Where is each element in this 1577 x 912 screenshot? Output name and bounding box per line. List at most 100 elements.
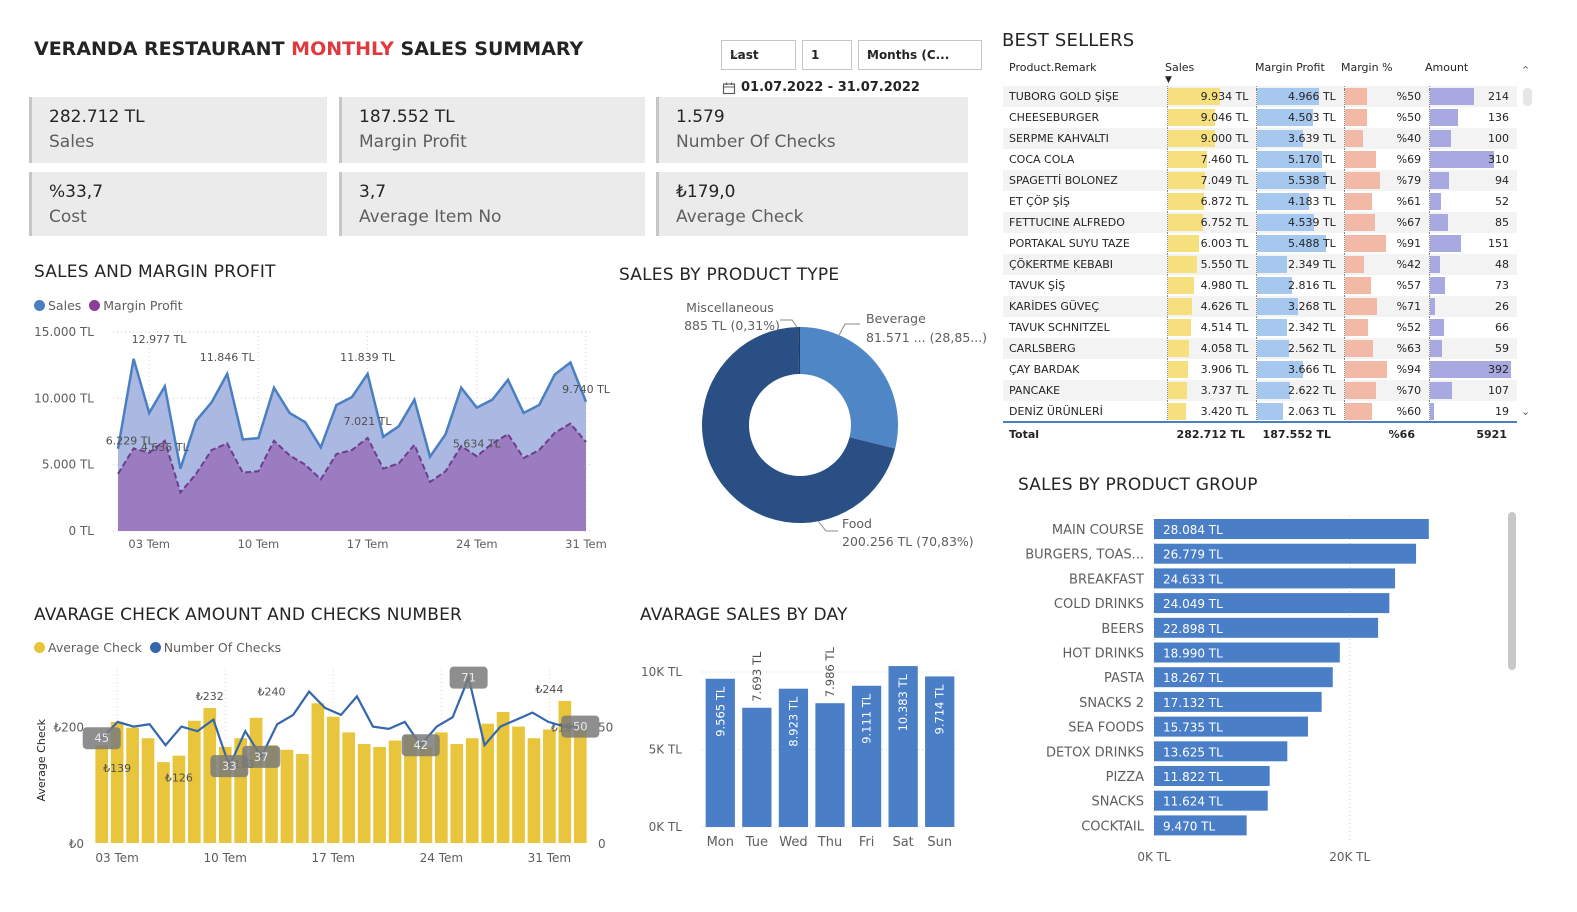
- bar[interactable]: [419, 746, 433, 843]
- chevron-down-icon: ⌵: [730, 46, 740, 60]
- legend-dot-icon: [34, 642, 45, 653]
- bar[interactable]: [172, 755, 186, 843]
- category-label: COCKTAIL: [1081, 819, 1145, 834]
- table-row[interactable]: COCA COLA 7.460 TL 5.170 TL %69 310: [1003, 149, 1517, 170]
- table-row[interactable]: SPAGETTİ BOLONEZ 7.049 TL 5.538 TL %79 94: [1003, 170, 1517, 191]
- bar[interactable]: [742, 707, 772, 827]
- bar[interactable]: [1154, 766, 1270, 786]
- data-bar: [1430, 361, 1511, 378]
- bar[interactable]: [388, 740, 402, 843]
- bar[interactable]: [925, 676, 955, 827]
- column-header[interactable]: Product.Remark: [1009, 61, 1097, 74]
- bar[interactable]: [1154, 519, 1429, 539]
- table-row[interactable]: TUBORG GOLD ŞİŞE 9.934 TL 4.966 TL %50 214: [1003, 86, 1517, 107]
- donut-slice[interactable]: [702, 327, 896, 523]
- period-unit-dropdown[interactable]: Months (C... ⌵: [858, 40, 982, 70]
- donut-slice[interactable]: [800, 327, 898, 449]
- bar[interactable]: [450, 744, 464, 843]
- bar[interactable]: [1154, 617, 1379, 638]
- bar[interactable]: [265, 745, 278, 843]
- column-header[interactable]: Margin %: [1341, 61, 1393, 74]
- bar[interactable]: [1154, 593, 1390, 614]
- table-row[interactable]: TAVUK SCHNITZEL 4.514 TL 2.342 TL %52 66: [1003, 317, 1517, 338]
- product-name: TUBORG GOLD ŞİŞE: [1009, 90, 1119, 103]
- table-row[interactable]: SERPME KAHVALTI 9.000 TL 3.639 TL %40 100: [1003, 128, 1517, 149]
- table-row[interactable]: ÇAY BARDAK 3.906 TL 3.666 TL %94 392: [1003, 359, 1517, 380]
- bar[interactable]: [326, 716, 340, 843]
- bar[interactable]: [280, 749, 294, 843]
- table-row[interactable]: ET ÇÖP ŞİŞ 6.872 TL 4.183 TL %61 52: [1003, 191, 1517, 212]
- data-label: 17.132 TL: [1163, 696, 1223, 710]
- bar[interactable]: [141, 738, 155, 843]
- table-scrollbar[interactable]: [1523, 88, 1532, 106]
- donut-slice[interactable]: [798, 327, 800, 375]
- bar[interactable]: [512, 726, 525, 843]
- x-tick-label: 24 Tem: [456, 537, 498, 551]
- bar[interactable]: [573, 729, 587, 843]
- scroll-down-icon[interactable]: ⌄: [1521, 405, 1531, 418]
- bar[interactable]: [1154, 568, 1396, 589]
- data-bar: [1344, 298, 1377, 315]
- bar[interactable]: [1154, 543, 1417, 564]
- bar[interactable]: [527, 738, 541, 843]
- bar[interactable]: [1154, 642, 1340, 663]
- data-bar: [1168, 88, 1220, 105]
- data-label: 9.714 TL: [933, 684, 947, 735]
- period-type-dropdown[interactable]: Last ⌵: [721, 40, 796, 70]
- sort-desc-icon: ▼: [1165, 75, 1172, 85]
- data-bar: [1430, 151, 1494, 168]
- table-row[interactable]: ÇÖKERTME KEBABI 5.550 TL 2.349 TL %42 48: [1003, 254, 1517, 275]
- bar[interactable]: [342, 732, 356, 843]
- bar[interactable]: [435, 732, 448, 843]
- bar[interactable]: [705, 678, 735, 827]
- bar[interactable]: [157, 762, 170, 843]
- cell-value: %57: [1396, 279, 1422, 292]
- bar[interactable]: [126, 727, 139, 843]
- table-row[interactable]: CHEESEBURGER 9.046 TL 4.503 TL %50 136: [1003, 107, 1517, 128]
- table-row[interactable]: DENİZ ÜRÜNLERİ 3.420 TL 2.063 TL %60 19: [1003, 401, 1517, 422]
- table-row[interactable]: TAVUK ŞİŞ 4.980 TL 2.816 TL %57 73: [1003, 275, 1517, 296]
- bar[interactable]: [851, 685, 882, 827]
- bar[interactable]: [778, 688, 809, 827]
- bar[interactable]: [1154, 741, 1288, 762]
- bar[interactable]: [481, 723, 494, 843]
- bar[interactable]: [203, 707, 217, 843]
- bar[interactable]: [1154, 691, 1322, 712]
- bar[interactable]: [888, 666, 918, 827]
- bar[interactable]: [95, 745, 109, 843]
- bar[interactable]: [1154, 667, 1333, 688]
- period-count-input[interactable]: 1: [802, 40, 852, 70]
- table-row[interactable]: CARLSBERG 4.058 TL 2.562 TL %63 59: [1003, 338, 1517, 359]
- total-label: Total: [1009, 428, 1040, 441]
- bar[interactable]: [1154, 815, 1247, 836]
- bar[interactable]: [465, 738, 479, 843]
- scroll-up-icon[interactable]: ⌃: [1521, 64, 1531, 77]
- bar[interactable]: [815, 703, 845, 827]
- data-bar: [1344, 382, 1377, 399]
- bar[interactable]: [296, 753, 309, 843]
- bar[interactable]: [1154, 716, 1308, 737]
- column-header-sorted[interactable]: Sales: [1165, 61, 1195, 74]
- bar[interactable]: [373, 746, 386, 843]
- bar[interactable]: [110, 721, 124, 843]
- bar[interactable]: [249, 717, 263, 843]
- bar[interactable]: [543, 729, 556, 843]
- column-header[interactable]: Margin Profit: [1255, 61, 1325, 74]
- bar[interactable]: [188, 720, 201, 843]
- table-row[interactable]: KARİDES GÜVEÇ 4.626 TL 3.268 TL %71 26: [1003, 296, 1517, 317]
- data-label-box: [401, 734, 440, 757]
- data-label-box: [210, 755, 249, 778]
- table-row[interactable]: FETTUCINE ALFREDO 6.752 TL 4.539 TL %67 85: [1003, 212, 1517, 233]
- sales-cell: 7.049 TL: [1167, 170, 1257, 191]
- table-row[interactable]: PORTAKAL SUYU TAZE 6.003 TL 5.488 TL %91 151: [1003, 233, 1517, 254]
- bar[interactable]: [357, 744, 371, 843]
- column-header[interactable]: Amount: [1425, 61, 1469, 74]
- bar[interactable]: [496, 712, 510, 843]
- cell-value: 2.342 TL: [1287, 321, 1336, 334]
- bar[interactable]: [311, 703, 325, 843]
- bar[interactable]: [404, 735, 417, 843]
- sales-cell: 7.460 TL: [1167, 149, 1257, 170]
- chart-scrollbar[interactable]: [1508, 512, 1516, 670]
- bar[interactable]: [1154, 790, 1268, 811]
- table-row[interactable]: PANCAKE 3.737 TL 2.622 TL %70 107: [1003, 380, 1517, 401]
